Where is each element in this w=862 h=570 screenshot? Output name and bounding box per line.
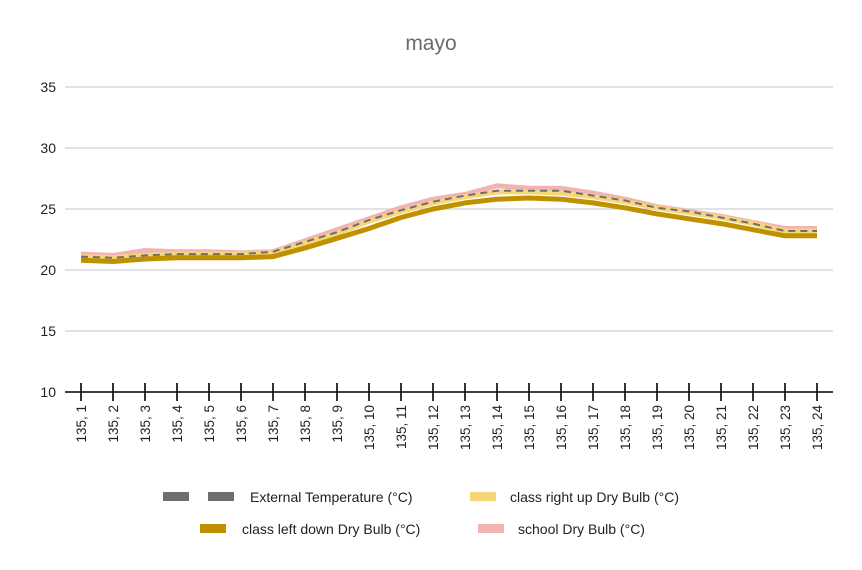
series-lines	[80, 183, 817, 264]
x-tick-label: 135, 12	[426, 405, 441, 450]
x-tick-label: 135, 5	[202, 405, 217, 443]
x-tick-label: 135, 1	[74, 405, 89, 443]
series-line-external-temperature-c	[80, 189, 817, 259]
y-tick-label: 10	[40, 384, 56, 400]
x-tick-label: 135, 7	[266, 405, 281, 443]
x-tick-label: 135, 18	[618, 405, 633, 450]
y-axis-ticks: 10 15 20 25 30 35	[40, 79, 56, 400]
x-tick-label: 135, 17	[586, 405, 601, 450]
x-tick-label: 135, 16	[554, 405, 569, 450]
x-tick-label: 135, 19	[650, 405, 665, 450]
x-tick-label: 135, 8	[298, 405, 313, 443]
gridlines	[65, 86, 833, 332]
x-tick-label: 135, 11	[394, 405, 409, 449]
legend-swatch	[208, 492, 234, 501]
legend-label: class right up Dry Bulb (°C)	[510, 489, 679, 505]
series-line-class-left-down-dry-bulb-c	[80, 195, 817, 264]
x-tick-label: 135, 21	[714, 405, 729, 450]
chart-title: mayo	[405, 32, 456, 55]
legend-swatch	[163, 492, 189, 501]
x-tick-label: 135, 20	[682, 405, 697, 450]
x-axis: 135, 1 135, 2 135, 3 135, 4 135, 5 135, 6 135,…	[65, 383, 833, 450]
x-tick-label: 135, 2	[106, 405, 121, 443]
x-tick-label: 135, 4	[170, 405, 185, 443]
x-tick-label: 135, 23	[778, 405, 793, 450]
y-tick-label: 20	[40, 262, 56, 278]
x-tick-label: 135, 10	[362, 405, 377, 450]
y-tick-label: 25	[40, 201, 56, 217]
x-tick-label: 135, 15	[522, 405, 537, 450]
x-tick-label: 135, 9	[330, 405, 345, 443]
x-tick-label: 135, 24	[810, 405, 825, 451]
x-tick-label: 135, 14	[490, 405, 505, 451]
legend: External Temperature (°C) class right up …	[163, 489, 679, 537]
x-tick-label: 135, 13	[458, 405, 473, 450]
y-tick-label: 30	[40, 140, 56, 156]
legend-label: class left down Dry Bulb (°C)	[242, 521, 420, 537]
y-tick-label: 35	[40, 79, 56, 95]
series-line-class-right-up-dry-bulb-c	[80, 189, 817, 261]
legend-label: External Temperature (°C)	[250, 489, 413, 505]
x-tick-label: 135, 22	[746, 405, 761, 450]
legend-swatch	[478, 524, 504, 533]
legend-swatch	[470, 492, 496, 501]
legend-swatch	[200, 524, 226, 533]
legend-label: school Dry Bulb (°C)	[518, 521, 645, 537]
x-tick-label: 135, 6	[234, 405, 249, 443]
x-tick-label: 135, 3	[138, 405, 153, 443]
y-tick-label: 15	[40, 323, 56, 339]
